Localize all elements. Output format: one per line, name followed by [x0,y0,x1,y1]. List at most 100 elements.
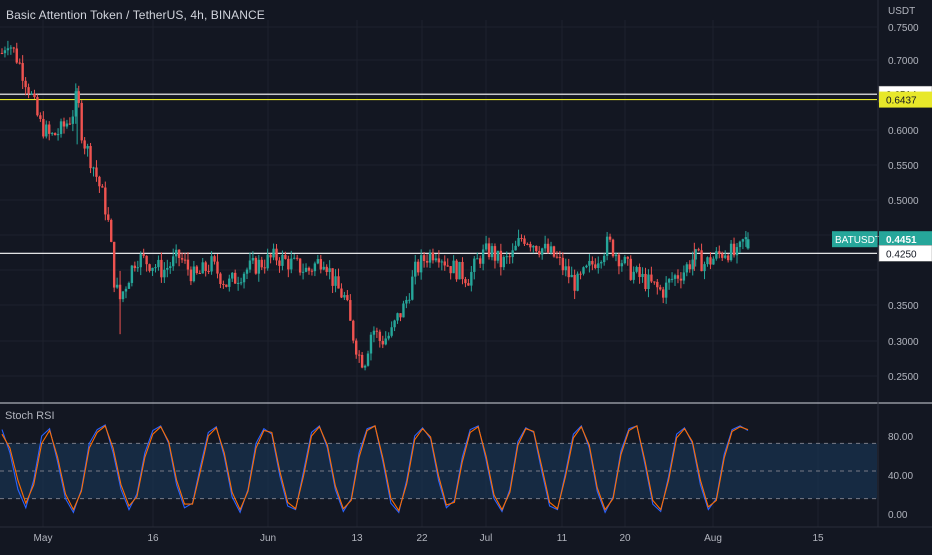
candle-body [68,123,72,125]
candle-body [679,278,683,281]
time-tick-label: 15 [812,533,824,544]
candle-body [272,248,275,258]
candle-body [644,273,647,290]
candle-body [319,259,322,270]
candle-body [313,263,317,272]
candle-body [287,258,290,270]
candle-body [337,276,340,289]
candle-body [310,270,314,272]
price-tick-label: 0.5500 [888,161,919,172]
stoch-tick-label: 80.00 [888,432,913,443]
candle-body [295,257,299,259]
price-tick-label: 0.7500 [888,23,919,34]
candle-body [154,267,157,269]
candle-body [499,250,503,268]
candle-body [558,256,562,258]
candle-body [715,251,718,259]
candle-body [151,267,154,271]
candle-body [130,265,134,283]
candle-body [676,275,680,279]
candle-body [15,48,18,63]
currency-label: USDT [888,6,916,17]
candle-body [363,365,367,368]
candle-body [434,258,438,261]
candle-body [390,327,393,336]
candle-body [638,267,641,278]
symbol-tag [832,231,878,248]
price-tick-label: 0.3500 [888,301,919,312]
candle-body [523,238,526,244]
candle-body [24,80,27,88]
price-level-label: 0.4250 [886,249,917,260]
candle-body [626,256,629,259]
candle-body [349,300,352,321]
candle-body [148,264,151,271]
candle-body [570,274,573,278]
candle-body [473,258,476,272]
candle-body [357,354,361,356]
candle-body [86,146,89,149]
candle-body [343,295,346,298]
candle-body [222,283,225,285]
candle-body [284,254,287,259]
candle-body [393,320,396,328]
time-tick-label: 20 [619,533,631,544]
candle-body [33,93,36,98]
candle-body [600,262,603,264]
candle-body [133,265,137,269]
candle-body [56,133,60,136]
candle-body [275,248,278,261]
candle-body [396,313,399,321]
candle-body [177,249,181,259]
candle-body [340,288,343,298]
candle-body [169,266,172,268]
candle-body [219,273,222,284]
last-price-label: 0.4451 [886,235,917,246]
candle-body [431,252,435,261]
candle-body [694,249,697,260]
candle-body [45,124,48,137]
candle-body [440,261,444,263]
candle-body [355,340,358,355]
candle-body [546,243,550,253]
candle-body [422,255,426,261]
candle-body [334,276,337,286]
candle-body [210,256,213,272]
candle-body [591,260,594,265]
candle-body [688,264,691,270]
candle-body [12,47,16,49]
price-level-tag [878,245,932,262]
candle-body [735,247,739,256]
candle-body [697,249,700,251]
candle-body [481,249,485,264]
price-level-label: 0.6437 [886,96,917,107]
candle-body [700,250,703,272]
candle-body [95,167,98,177]
candle-body [160,259,163,278]
candle-body [366,353,370,366]
candle-body [233,272,237,284]
candle-body [411,276,414,300]
candle-body [189,269,193,282]
candle-body [405,299,408,304]
candle-body [142,254,145,256]
stoch-tick-label: 40.00 [888,471,913,482]
candle-body [517,238,520,246]
candle-body [641,273,644,278]
candle-body [452,260,455,274]
candle-body [520,238,523,240]
candle-body [650,274,653,282]
candle-body [242,273,246,283]
candle-body [301,271,305,273]
candle-body [378,331,382,341]
candle-body [121,291,125,300]
time-tick-label: 11 [557,533,568,544]
time-tick-label: May [34,533,53,544]
candle-body [236,282,240,284]
candle-body [104,187,107,215]
candle-body [467,283,470,286]
candle-body [352,320,355,341]
candle-body [532,245,535,248]
